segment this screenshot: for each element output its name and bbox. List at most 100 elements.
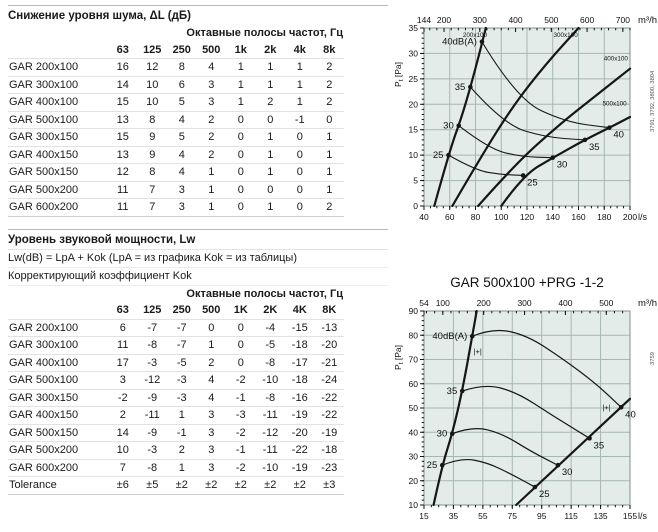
svg-text:20: 20 (409, 476, 419, 486)
row-label: GAR 200x100 (9, 321, 79, 334)
noise-level-dot (582, 137, 588, 143)
value-cell: 8 (149, 166, 156, 178)
chart-fan-curves-bottom: 15 35 55 75 95 115 135 155 54 100 200 300 400 500 10 20… (392, 271, 658, 532)
row-label: GAR 400x150 (9, 148, 79, 161)
value-cell: 2 (208, 113, 215, 126)
value-cell: ±2 (293, 479, 306, 491)
svg-text:100: 100 (494, 212, 508, 222)
value-cell: 4 (178, 113, 185, 126)
noise-level-dot (446, 152, 451, 158)
kok-subtitle: Корректирующий коэффициент Kok (8, 268, 388, 286)
noise-curve-30 (458, 125, 554, 159)
svg-text:300: 300 (473, 15, 487, 25)
column-header: 500 (202, 304, 221, 316)
value-cell: 14 (116, 426, 129, 439)
value-cell: 1 (208, 166, 215, 178)
value-cell: -19 (291, 461, 308, 474)
noise-reduction-table-wrap: Октавные полосы частот, Гц 63 125 250 500 1k 2… (8, 25, 388, 217)
value-cell: 3 (178, 201, 185, 213)
value-cell: -11 (262, 409, 278, 421)
value-cell: 0 (296, 183, 303, 196)
value-cell: -10 (262, 461, 279, 474)
value-cell: -16 (291, 391, 308, 404)
annotation-label: 35 (447, 386, 458, 397)
row-label: GAR 200x100 (9, 61, 79, 73)
column-header: 63 (116, 304, 129, 316)
svg-text:55: 55 (478, 511, 488, 521)
value-cell: ±2 (264, 479, 277, 491)
value-cell: 3 (208, 78, 215, 91)
value-cell: -19 (291, 409, 308, 421)
value-cell: ±2 (205, 479, 218, 491)
annotation-label: 40dB(A) (442, 37, 477, 48)
value-cell: 0 (267, 183, 274, 196)
value-cell: -1 (294, 113, 305, 126)
value-cell: -4 (265, 321, 276, 334)
value-cell: 1 (208, 183, 215, 196)
value-cell: 13 (116, 148, 129, 161)
table-row: GAR 500x200 11 7 3 1 0 0 0 1 (8, 181, 344, 199)
svg-text:15: 15 (419, 511, 429, 521)
value-cell: 11 (117, 201, 129, 213)
value-cell: 0 (237, 113, 244, 126)
sound-power-section: Уровень звуковой мощности, Lw Lw(dB) = L… (8, 228, 388, 495)
value-cell: ±5 (146, 479, 159, 491)
value-cell: -18 (291, 339, 308, 351)
svg-text:10: 10 (409, 150, 419, 160)
value-cell: -7 (176, 321, 187, 334)
column-header: 2K (263, 304, 278, 316)
row-label: Tolerance (9, 479, 57, 491)
svg-text:140: 140 (546, 212, 560, 222)
value-cell: 12 (146, 61, 159, 73)
annotation-label: 25 (427, 460, 438, 471)
svg-text:160: 160 (571, 212, 585, 222)
value-cell: 1 (208, 339, 215, 351)
svg-text:500: 500 (544, 15, 558, 25)
value-cell: -22 (321, 409, 338, 421)
column-header: 4k (293, 43, 306, 56)
table-row: GAR 400x100 17 -3 -5 2 0 -8 -17 -21 (8, 354, 344, 372)
value-cell: 3 (178, 183, 185, 196)
value-cell: -3 (147, 356, 158, 369)
value-cell: 0 (296, 131, 303, 143)
value-cell: -8 (265, 391, 276, 404)
value-cell: 2 (119, 409, 126, 421)
annotation-label: 30 (437, 429, 448, 440)
annotation-label: 40 (613, 130, 624, 141)
flow-unit-label-ls: l/s (638, 212, 648, 222)
fan-curve-40 (471, 329, 622, 408)
noise-level-dot (439, 462, 445, 468)
svg-text:5: 5 (413, 176, 418, 186)
chart-fan-curves-top: 40 60 80 100 120 140 160 180 200 144 200 300 400 500 6… (392, 2, 658, 237)
charts-column: 40 60 80 100 120 140 160 180 200 144 200 300 400 500 6… (392, 0, 658, 532)
annotation-label: 25 (433, 150, 444, 161)
value-cell: 2 (326, 201, 333, 213)
svg-text:200: 200 (437, 15, 451, 25)
duct-line-200x100 (433, 26, 487, 208)
annotation-label: 500x100 (602, 100, 627, 107)
svg-text:20: 20 (409, 99, 419, 109)
value-cell: -19 (321, 426, 338, 439)
value-cell: 4 (208, 391, 215, 404)
table-row: GAR 200x100 16 12 8 4 1 1 1 2 (8, 58, 344, 77)
annotation-label: 40dB(A) (432, 331, 467, 342)
value-cell: 5 (178, 131, 185, 143)
value-cell: -18 (291, 374, 308, 386)
annotation-label: |+| (602, 403, 610, 412)
noise-curve-35 (469, 86, 586, 141)
row-label: GAR 500x150 (9, 166, 79, 178)
band-header: Октавные полосы частот, Гц (186, 287, 343, 300)
value-cell: -2 (117, 391, 128, 404)
value-cell: 8 (178, 61, 185, 73)
value-cell: 2 (208, 131, 215, 143)
table-row: Tolerance ±6 ±5 ±2 ±2 ±2 ±2 ±2 ±3 (8, 476, 344, 494)
value-cell: -12 (262, 426, 279, 439)
svg-text:95: 95 (537, 511, 547, 521)
value-cell: 1 (326, 183, 333, 196)
value-cell: -1 (235, 391, 246, 404)
noise-reduction-title: Снижение уровня шума, ΔL (дБ) (8, 5, 388, 25)
svg-text:35: 35 (409, 23, 419, 33)
value-cell: 8 (149, 113, 156, 126)
